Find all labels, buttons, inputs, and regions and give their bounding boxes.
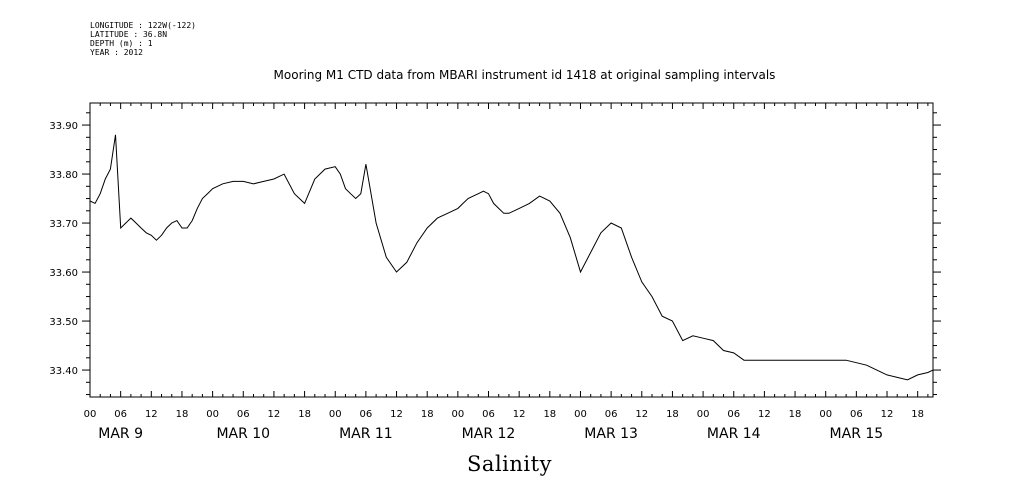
- x-tick-label: 06: [482, 409, 495, 420]
- x-tick-label: 00: [451, 409, 464, 420]
- variable-label: Salinity: [467, 452, 552, 476]
- y-tick-label: 33.70: [49, 219, 78, 230]
- latitude-text: LATITUDE : 36.8N: [90, 30, 168, 39]
- y-tick-label: 33.40: [49, 366, 78, 377]
- x-tick-label: 06: [605, 409, 618, 420]
- x-tick-label: 18: [543, 409, 556, 420]
- x-tick-label: 12: [145, 409, 158, 420]
- day-label: MAR 12: [462, 426, 516, 442]
- x-tick-label: 18: [911, 409, 924, 420]
- day-label: MAR 11: [339, 426, 393, 442]
- x-tick-label: 00: [206, 409, 219, 420]
- longitude-text: LONGITUDE : 122W(-122): [90, 21, 196, 30]
- x-tick-label: 06: [237, 409, 250, 420]
- metadata-block: LONGITUDE : 122W(-122) LATITUDE : 36.8N …: [90, 21, 196, 57]
- salinity-series-line: [89, 134, 934, 381]
- x-tick-label: 18: [789, 409, 802, 420]
- day-label: MAR 10: [216, 426, 270, 442]
- day-label: MAR 13: [584, 426, 638, 442]
- x-tick-label: 18: [421, 409, 434, 420]
- x-tick-label: 12: [513, 409, 526, 420]
- y-tick-label: 33.90: [49, 121, 78, 132]
- x-tick-label: 18: [176, 409, 189, 420]
- x-tick-label: 00: [697, 409, 710, 420]
- x-tick-label: 18: [298, 409, 311, 420]
- x-tick-label: 06: [114, 409, 127, 420]
- x-tick-label: 12: [758, 409, 771, 420]
- x-tick-label: 12: [881, 409, 894, 420]
- x-tick-labels: 00 06 12 18 00 06 12 18 00 06 12 18 00 06 12 18 00 06 12 18…: [84, 409, 924, 420]
- x-tick-label: 06: [360, 409, 373, 420]
- series-group: [89, 134, 934, 381]
- y-tick-label: 33.50: [49, 317, 78, 328]
- x-tick-label: 06: [850, 409, 863, 420]
- x-tick-label: 12: [390, 409, 403, 420]
- day-labels: MAR 9 MAR 10 MAR 11 MAR 12 MAR 13 MAR 14 MAR 1…: [98, 426, 883, 442]
- tick-marks: [82, 103, 941, 397]
- day-label: MAR 15: [830, 426, 884, 442]
- day-label: MAR 9: [98, 426, 143, 442]
- y-tick-label: 33.80: [49, 170, 78, 181]
- x-tick-label: 00: [819, 409, 832, 420]
- depth-text: DEPTH (m) : 1: [90, 39, 153, 48]
- x-tick-label: 18: [666, 409, 679, 420]
- x-tick-label: 00: [329, 409, 342, 420]
- x-tick-label: 12: [635, 409, 648, 420]
- y-tick-label: 33.60: [49, 268, 78, 279]
- y-tick-labels: 33.40 33.50 33.60 33.70 33.80 33.90: [49, 121, 78, 377]
- year-text: YEAR : 2012: [90, 48, 143, 57]
- day-label: MAR 14: [707, 426, 761, 442]
- x-tick-label: 12: [268, 409, 281, 420]
- x-tick-label: 00: [84, 409, 97, 420]
- chart-title: Mooring M1 CTD data from MBARI instrumen…: [273, 68, 776, 82]
- x-tick-label: 06: [727, 409, 740, 420]
- plot-frame: [89, 102, 934, 398]
- x-tick-label: 00: [574, 409, 587, 420]
